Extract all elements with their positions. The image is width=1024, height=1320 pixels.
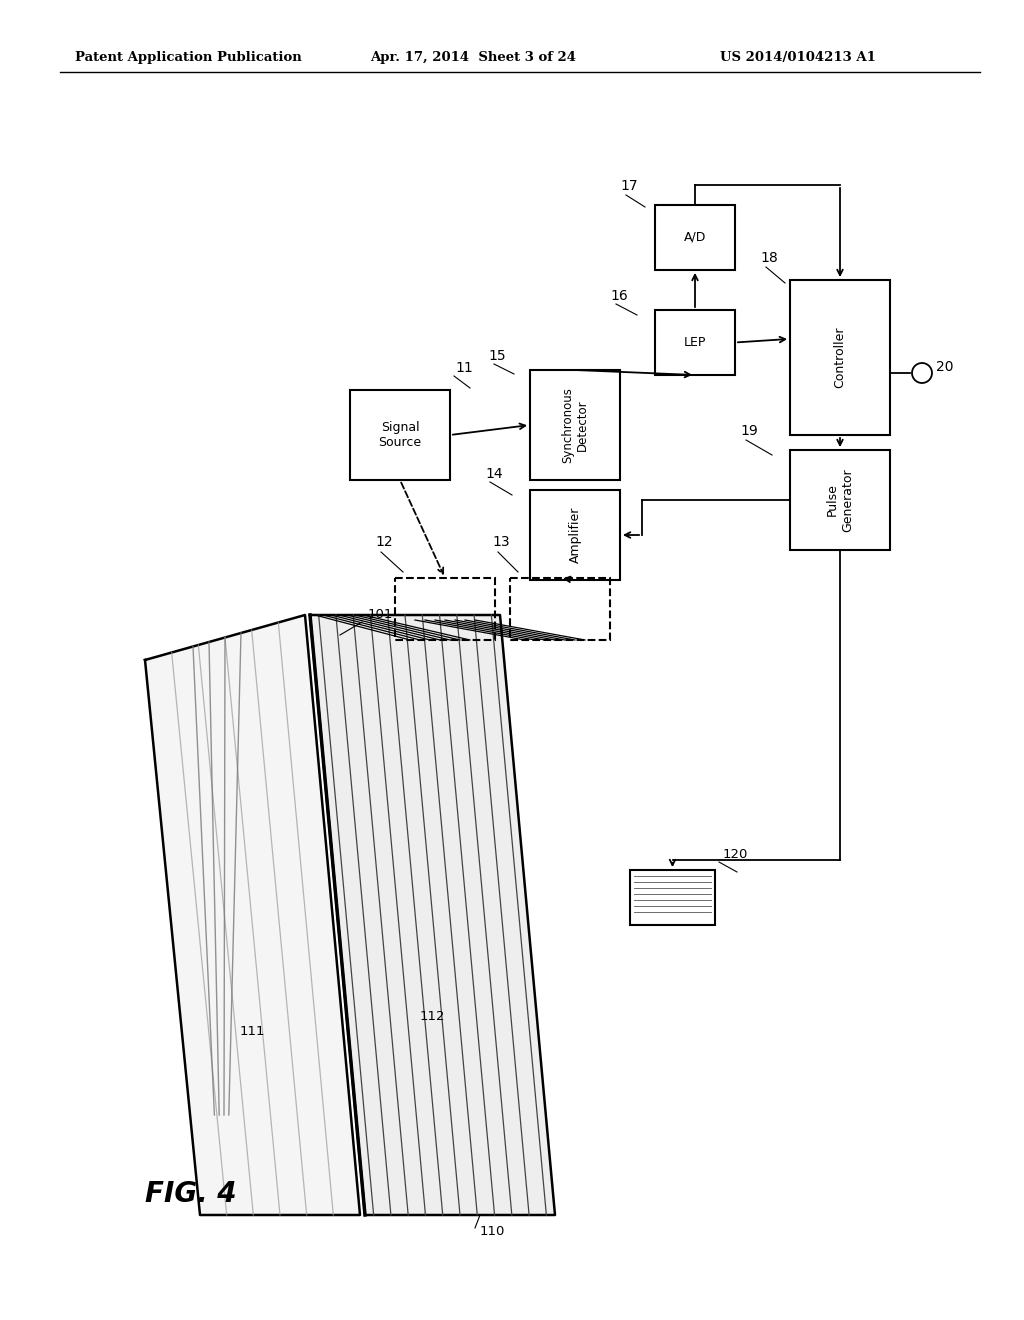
Bar [395,578,495,640]
Text: 14: 14 [485,467,503,480]
Text: Apr. 17, 2014  Sheet 3 of 24: Apr. 17, 2014 Sheet 3 of 24 [370,51,575,65]
Text: Signal
Source: Signal Source [379,421,422,449]
Bar [790,450,890,550]
Text: Patent Application Publication: Patent Application Publication [75,51,302,65]
Text: Controller: Controller [834,327,847,388]
Bar [530,490,620,579]
Text: 12: 12 [375,535,392,549]
Text: 110: 110 [480,1225,506,1238]
Polygon shape [310,615,555,1214]
Bar [655,205,735,271]
Text: Amplifier: Amplifier [568,507,582,564]
Text: US 2014/0104213 A1: US 2014/0104213 A1 [720,51,876,65]
Polygon shape [145,615,360,1214]
Text: 17: 17 [620,180,638,193]
Text: 101: 101 [368,609,393,620]
Text: 11: 11 [455,360,473,375]
Bar [530,370,620,480]
Text: FIG. 4: FIG. 4 [145,1180,237,1208]
Bar [350,389,450,480]
Text: 13: 13 [492,535,510,549]
Text: 18: 18 [760,251,778,265]
Bar [655,310,735,375]
Circle shape [912,363,932,383]
Text: 112: 112 [420,1010,445,1023]
Text: 20: 20 [936,360,953,374]
Text: Pulse
Generator: Pulse Generator [826,469,854,532]
Text: 19: 19 [740,424,758,438]
Text: 16: 16 [610,289,628,304]
Text: Synchronous
Detector: Synchronous Detector [561,387,589,463]
Text: 120: 120 [723,847,749,861]
Bar [630,870,715,925]
Text: LEP: LEP [684,337,707,348]
Text: 15: 15 [488,348,506,363]
Text: 111: 111 [240,1026,265,1038]
Bar [790,280,890,436]
Bar [510,578,610,640]
Text: A/D: A/D [684,231,707,244]
